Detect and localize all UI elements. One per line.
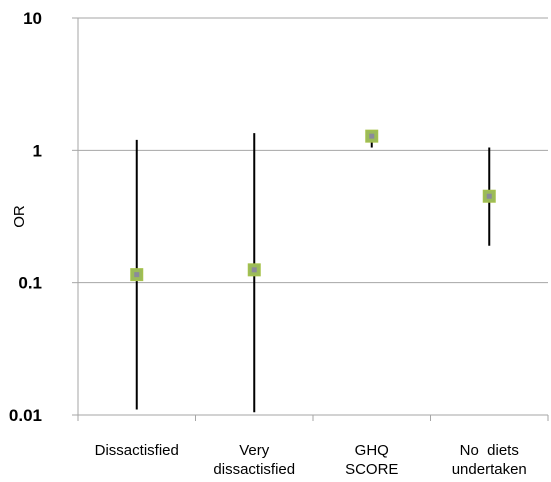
or-marker-center-0 [134, 272, 140, 278]
x-tick-labels: Dissactisfied Very dissactisfied GHQ SCORE No… [95, 442, 527, 478]
x-tick-label-0-line-0: Dissactisfied [95, 442, 179, 459]
or-marker-center-2 [369, 133, 375, 139]
x-tick-label-2-line-1: SCORE [345, 461, 398, 478]
axes [72, 17, 549, 421]
y-axis-label: OR [11, 205, 28, 228]
x-tick-label-1-line-0: Very [239, 442, 270, 459]
x-tick-label-3-line-0: No diets [460, 442, 519, 459]
y-tick-label-0.01: 0.01 [9, 406, 42, 425]
or-marker-center-1 [251, 267, 257, 273]
gridlines [78, 17, 548, 284]
x-tick-label-2-line-0: GHQ [355, 442, 389, 459]
data-marks [130, 129, 496, 413]
y-tick-label-0.1: 0.1 [18, 274, 42, 293]
y-tick-label-10: 10 [23, 9, 42, 28]
y-tick-label-1: 1 [33, 141, 42, 160]
x-tick-label-3-line-1: undertaken [452, 461, 527, 478]
x-tick-label-1-line-1: dissactisfied [213, 461, 295, 478]
or-marker-center-3 [486, 193, 492, 199]
y-tick-labels: 0.01 0.1 1 10 [9, 9, 42, 425]
